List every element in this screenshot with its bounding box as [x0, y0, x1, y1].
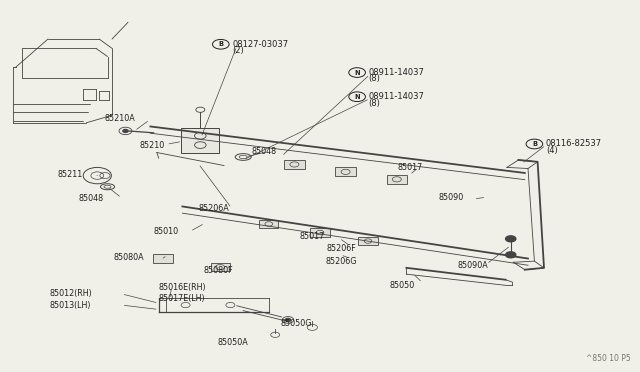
- Text: 08911-14037: 08911-14037: [369, 68, 424, 77]
- Text: 85210: 85210: [140, 141, 164, 150]
- Circle shape: [285, 318, 291, 321]
- Text: 08911-14037: 08911-14037: [369, 92, 424, 101]
- Text: 85206A: 85206A: [198, 204, 229, 213]
- FancyBboxPatch shape: [310, 228, 330, 237]
- Text: 08127-03037: 08127-03037: [232, 40, 289, 49]
- Circle shape: [506, 252, 516, 258]
- Text: 85210A: 85210A: [104, 114, 135, 123]
- Text: 85010: 85010: [154, 227, 179, 236]
- FancyBboxPatch shape: [181, 128, 219, 153]
- Text: 85090A: 85090A: [458, 262, 488, 270]
- Text: 08116-82537: 08116-82537: [546, 140, 602, 148]
- Text: 85016E(RH): 85016E(RH): [159, 283, 206, 292]
- Text: 85206G: 85206G: [325, 257, 356, 266]
- Text: 85017: 85017: [300, 232, 324, 241]
- Text: 85048: 85048: [78, 194, 103, 203]
- FancyBboxPatch shape: [358, 237, 378, 245]
- Text: 85206F: 85206F: [326, 244, 356, 253]
- FancyBboxPatch shape: [211, 263, 230, 271]
- Text: B: B: [218, 41, 223, 47]
- Text: 85090: 85090: [438, 193, 463, 202]
- Text: 85080A: 85080A: [114, 253, 145, 262]
- Text: B: B: [532, 141, 537, 147]
- Text: 85050G: 85050G: [280, 319, 312, 328]
- FancyBboxPatch shape: [259, 220, 278, 228]
- Text: (4): (4): [546, 146, 557, 155]
- FancyBboxPatch shape: [335, 167, 356, 176]
- Circle shape: [506, 236, 516, 242]
- Text: N: N: [355, 94, 360, 100]
- Text: (8): (8): [369, 74, 381, 83]
- Text: 85050: 85050: [389, 281, 414, 290]
- Text: 85017E(LH): 85017E(LH): [159, 294, 205, 303]
- Text: 85048: 85048: [252, 147, 276, 156]
- Text: (8): (8): [369, 99, 381, 108]
- Text: (2): (2): [232, 46, 244, 55]
- FancyBboxPatch shape: [153, 254, 173, 263]
- Text: 85211: 85211: [58, 170, 83, 179]
- Text: 85012(RH): 85012(RH): [50, 289, 93, 298]
- Text: 85013(LH): 85013(LH): [50, 301, 92, 310]
- Text: N: N: [355, 70, 360, 76]
- FancyBboxPatch shape: [387, 175, 407, 184]
- Text: ^850 10 P5: ^850 10 P5: [586, 354, 630, 363]
- Text: 85080F: 85080F: [204, 266, 233, 275]
- FancyBboxPatch shape: [284, 160, 305, 169]
- Text: 85050A: 85050A: [218, 338, 248, 347]
- Text: 85017: 85017: [397, 163, 422, 172]
- Circle shape: [123, 129, 128, 132]
